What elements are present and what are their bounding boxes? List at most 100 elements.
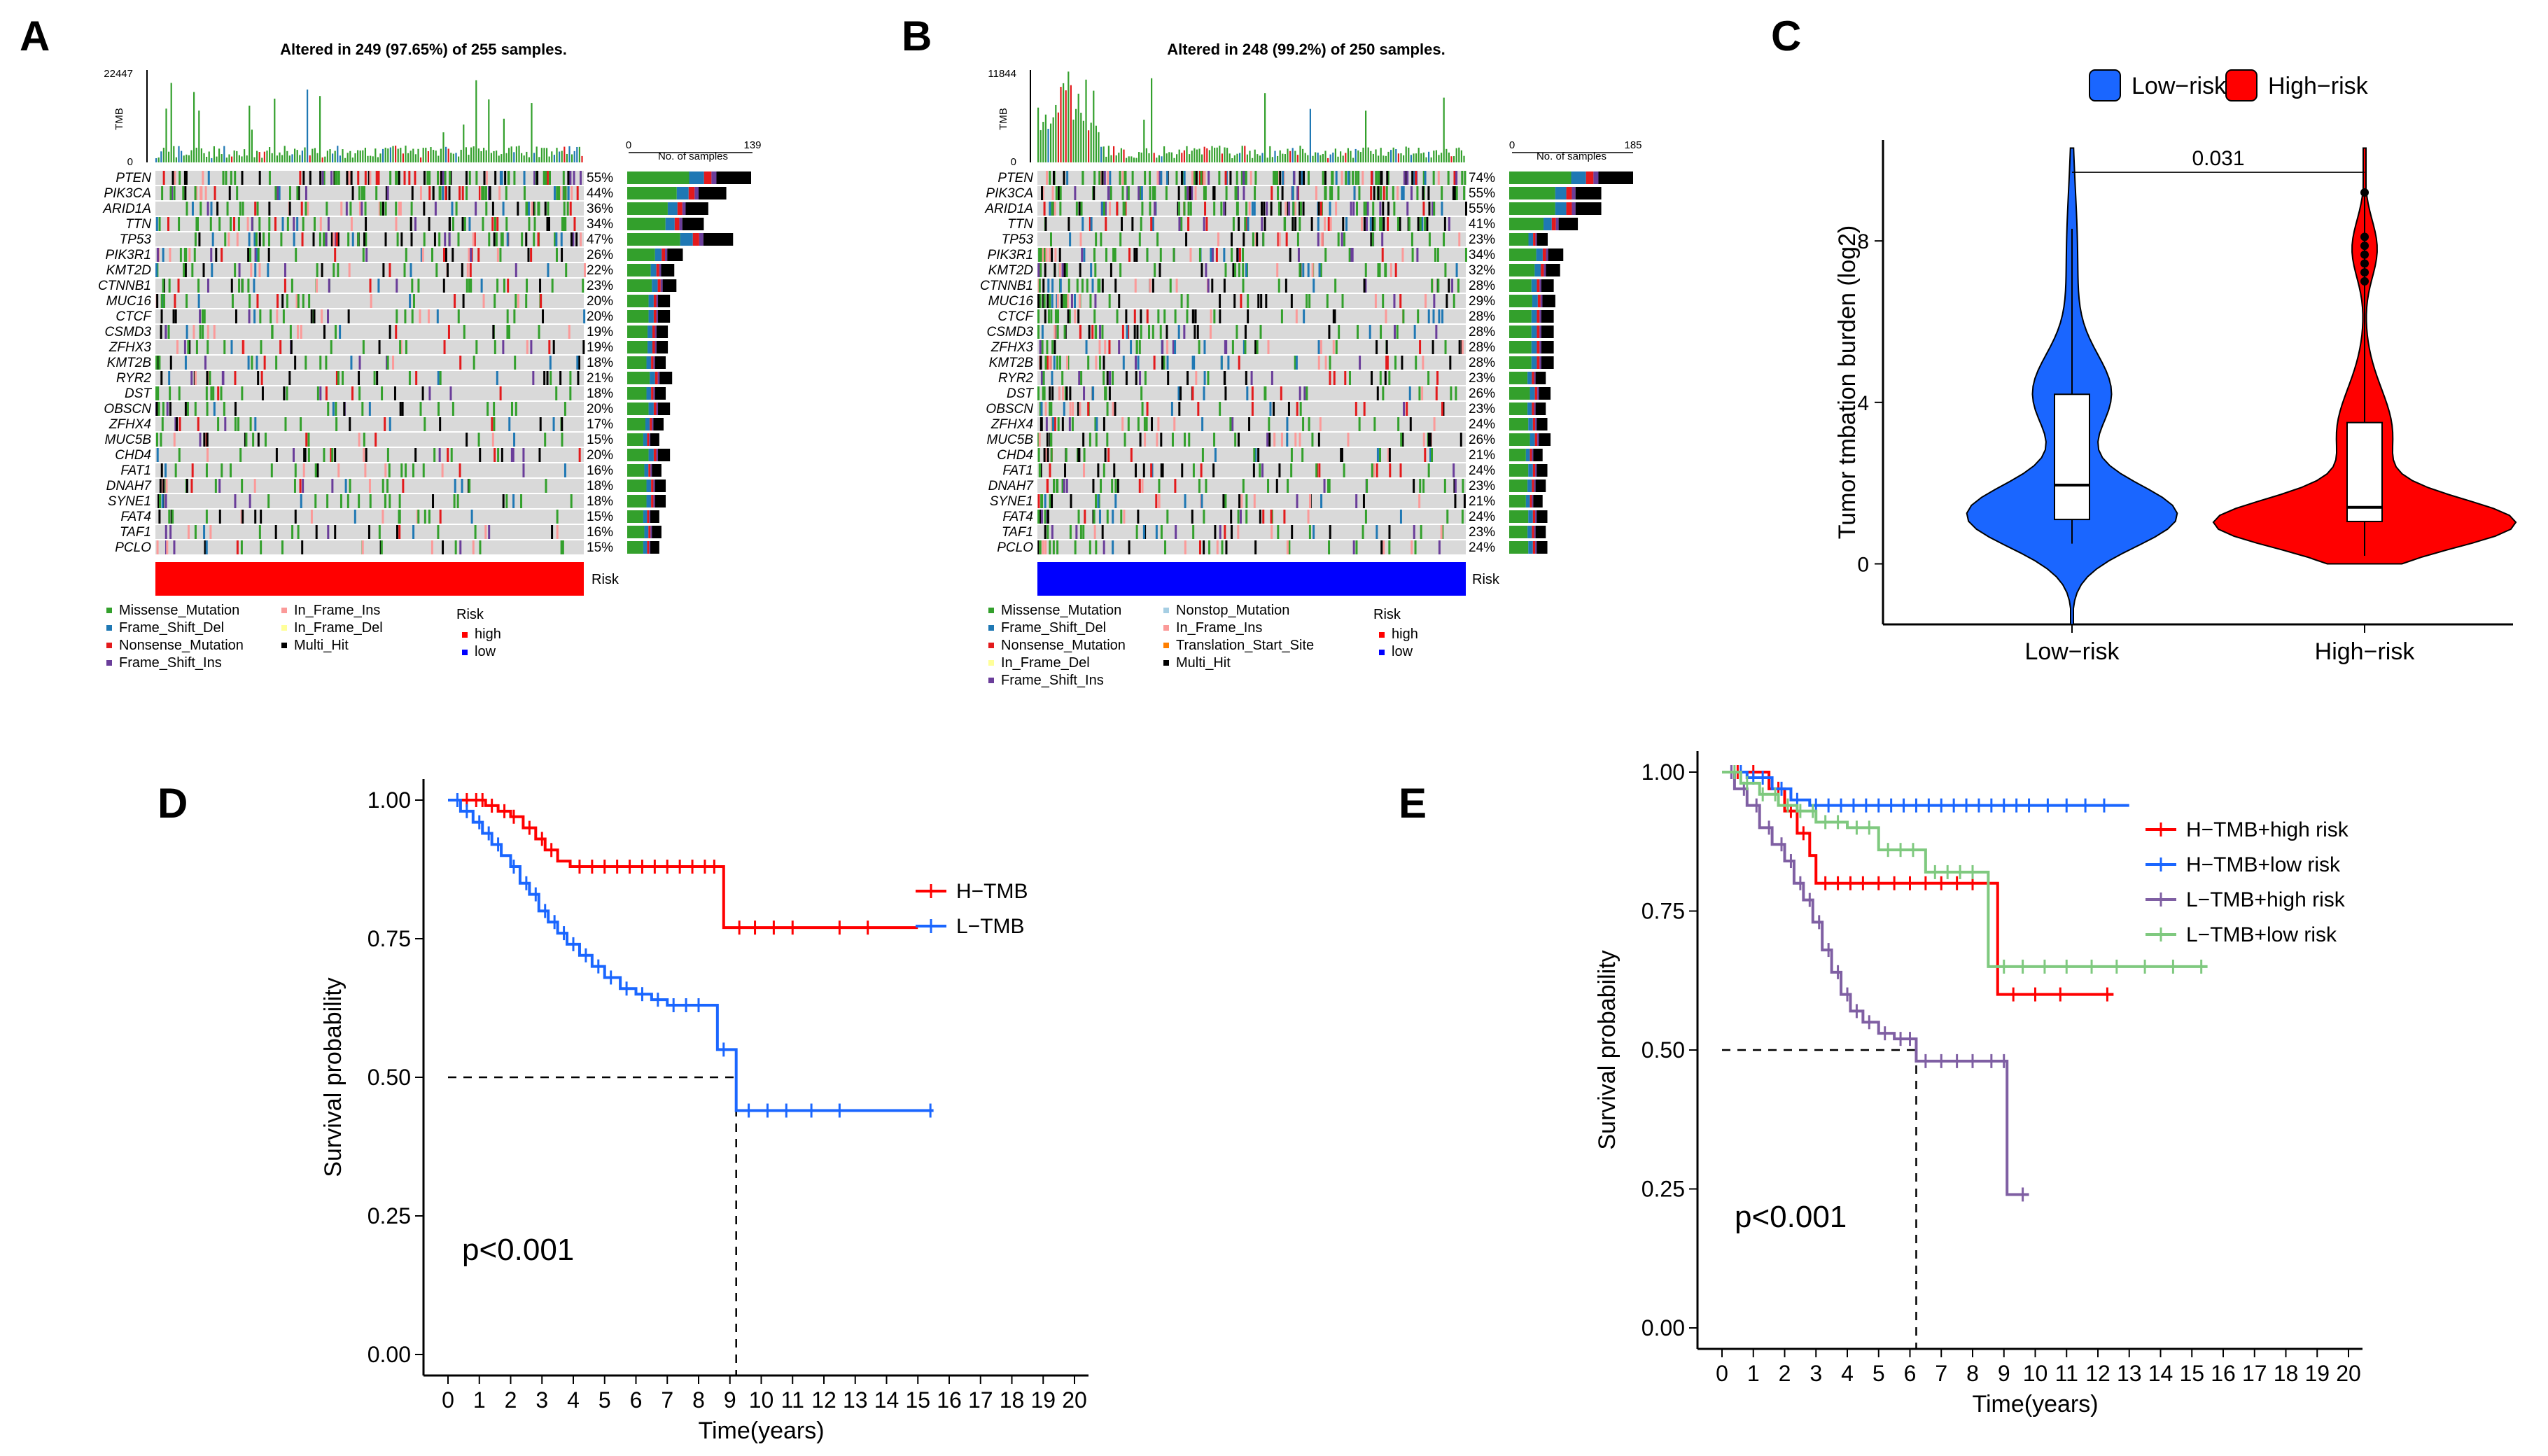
mutation-mark xyxy=(271,325,274,339)
mutation-mark xyxy=(258,232,261,246)
mutation-mark xyxy=(1455,186,1458,200)
mutation-mark xyxy=(220,386,223,400)
mutation-mark xyxy=(236,186,239,200)
mutation-mark xyxy=(330,171,333,185)
gene-label: RYR2 xyxy=(998,371,1033,386)
mutation-mark xyxy=(539,279,542,293)
sample-bar-segment xyxy=(1536,279,1540,292)
mutation-mark xyxy=(1290,463,1293,477)
mutation-mark xyxy=(470,248,472,262)
sample-bar-segment xyxy=(662,248,666,261)
mutation-mark xyxy=(307,433,310,447)
mutation-mark xyxy=(440,171,442,185)
mutation-mark xyxy=(1374,294,1377,308)
mutation-mark xyxy=(1191,171,1194,185)
sample-bar-segment xyxy=(648,326,653,338)
panel-b-legend: Missense_MutationFrame_Shift_DelNonsense… xyxy=(988,603,1418,688)
mutation-mark xyxy=(161,186,164,200)
mutation-mark xyxy=(238,279,241,293)
percent-label: 28% xyxy=(1469,309,1495,324)
mutation-mark xyxy=(1464,248,1467,262)
mutation-mark xyxy=(1127,325,1130,339)
mutation-mark xyxy=(465,433,468,447)
mutation-mark xyxy=(409,294,412,308)
mutation-mark xyxy=(484,186,487,200)
mutation-mark xyxy=(1041,340,1044,354)
mutation-mark xyxy=(1161,463,1164,477)
mutation-mark xyxy=(1110,263,1112,277)
tmb-bar xyxy=(1183,150,1185,162)
mutation-mark xyxy=(454,479,456,493)
mutation-mark xyxy=(184,186,187,200)
mutation-mark xyxy=(442,279,445,293)
mutation-mark xyxy=(237,217,240,231)
mutation-mark xyxy=(1235,186,1238,200)
tmb-bar xyxy=(1382,155,1385,162)
mutation-mark xyxy=(220,463,223,477)
mutation-mark xyxy=(411,279,414,293)
mutation-mark xyxy=(1441,402,1443,416)
mutation-mark xyxy=(1092,386,1095,400)
tmb-bar xyxy=(1337,156,1339,162)
tmb-bar xyxy=(319,96,321,162)
x-tick-label: 20 xyxy=(2336,1361,2361,1386)
x-tick-label: 16 xyxy=(937,1387,962,1413)
mutation-mark xyxy=(1146,309,1149,323)
sample-bar-segment xyxy=(651,495,654,507)
mutation-mark xyxy=(1160,463,1163,477)
mutation-mark xyxy=(334,525,337,539)
mutation-mark xyxy=(1152,279,1154,293)
tmb-bar xyxy=(170,83,172,162)
mutation-mark xyxy=(1189,202,1192,216)
mutation-mark xyxy=(323,325,326,339)
tmb-bar xyxy=(1430,157,1432,162)
tmb-bar xyxy=(573,150,575,162)
mutation-mark xyxy=(349,479,351,493)
percent-label: 24% xyxy=(1469,417,1495,432)
tmb-bar xyxy=(395,146,397,162)
mutation-mark xyxy=(321,263,323,277)
mutation-mark xyxy=(1181,463,1184,477)
mutation-mark xyxy=(1141,202,1144,216)
mutation-mark xyxy=(1463,494,1466,508)
mutation-mark xyxy=(1315,463,1318,477)
mutation-mark xyxy=(284,417,287,431)
sample-bar-segment xyxy=(1527,402,1532,415)
percent-label: 20% xyxy=(587,294,613,309)
mutation-mark xyxy=(169,386,172,400)
mutation-mark xyxy=(176,417,178,431)
mutation-mark xyxy=(343,402,346,416)
mutation-mark xyxy=(1410,540,1413,554)
tmb-bar xyxy=(332,153,334,162)
tmb-bar xyxy=(1435,150,1437,162)
mutation-mark xyxy=(1240,494,1243,508)
mutation-mark xyxy=(414,217,416,231)
mutation-mark xyxy=(1090,217,1093,231)
mutation-mark xyxy=(520,494,523,508)
sample-bar-segment xyxy=(1535,464,1537,477)
mutation-mark xyxy=(564,217,567,231)
mutation-mark xyxy=(1298,217,1301,231)
mutation-mark xyxy=(1074,540,1077,554)
mutation-mark xyxy=(1039,463,1042,477)
tmb-bar xyxy=(1176,154,1178,162)
mutation-mark xyxy=(1268,417,1270,431)
mutation-mark xyxy=(1276,171,1279,185)
legend-label: Nonsense_Mutation xyxy=(119,638,244,653)
mutation-mark xyxy=(365,217,368,231)
legend-swatch xyxy=(106,643,112,648)
mutation-mark xyxy=(1303,309,1306,323)
mutation-mark xyxy=(1114,402,1116,416)
gene-label: TAF1 xyxy=(120,525,151,540)
mutation-mark xyxy=(1320,340,1322,354)
mutation-mark xyxy=(174,463,177,477)
sample-bar-segment xyxy=(627,541,643,554)
tmb-bar xyxy=(337,146,339,162)
mutation-mark xyxy=(580,232,582,246)
mutation-mark xyxy=(1095,356,1098,370)
sample-bar-segment xyxy=(694,187,699,200)
mutation-mark xyxy=(1379,217,1382,231)
tmb-bar xyxy=(1252,158,1254,162)
sample-bar-segment xyxy=(711,172,717,184)
mutation-mark xyxy=(246,217,249,231)
